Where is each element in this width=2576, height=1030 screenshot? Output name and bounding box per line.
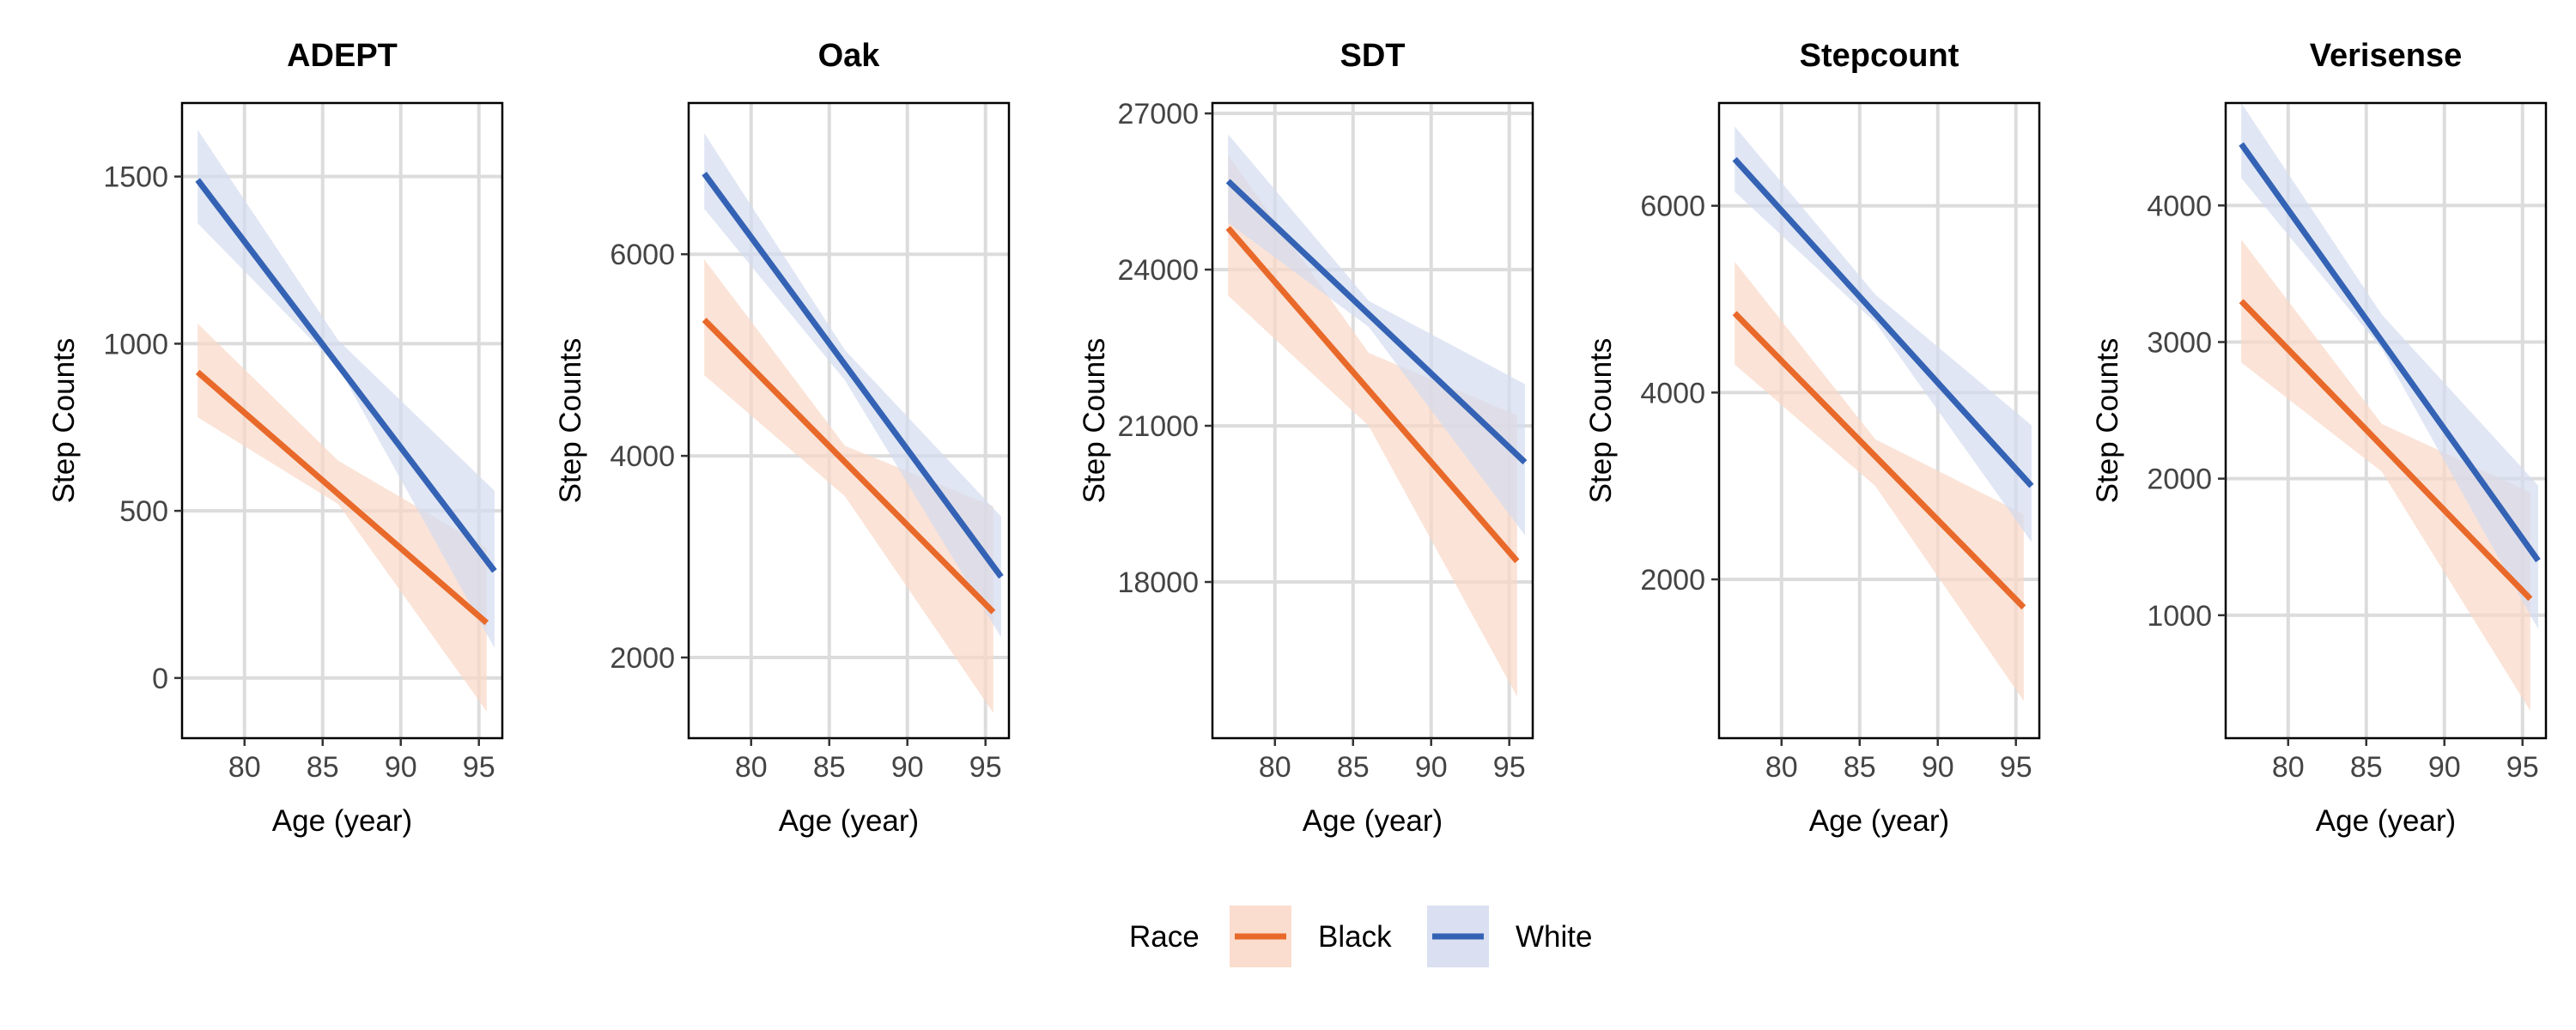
- x-axis-label: Age (year): [272, 804, 412, 838]
- panel-adept: ADEPT 80 85 90 95 0 500 1000 1500 Age (year) Step …: [47, 38, 504, 838]
- x-axis-label: Age (year): [2316, 804, 2456, 838]
- y-tick-label: 6000: [610, 239, 675, 271]
- y-tick-label: 4000: [1640, 377, 1705, 409]
- ci-band-white: [704, 133, 1001, 638]
- trend-line-black: [1732, 311, 2026, 610]
- y-tick-label: 1500: [103, 161, 168, 194]
- y-tick-label: 0: [152, 663, 168, 695]
- panel-frame: [687, 101, 1011, 740]
- x-tick-label: 85: [813, 751, 846, 784]
- y-axis-label: Step Counts: [1078, 338, 1111, 504]
- x-tick-label: 85: [2350, 751, 2383, 784]
- panel-title: Verisense: [2310, 38, 2462, 74]
- trend-line-white: [702, 172, 1004, 579]
- plot-area: [1225, 134, 1528, 697]
- panel-title: Oak: [818, 38, 881, 74]
- y-tick-label: 21000: [1117, 410, 1199, 443]
- trend-line-black: [702, 318, 996, 615]
- panel-frame: [1211, 101, 1534, 740]
- ci-band-black: [197, 324, 487, 712]
- trend-line-black: [2239, 299, 2533, 602]
- x-axis-label: Age (year): [779, 804, 919, 838]
- y-tick-label: 2000: [2147, 464, 2212, 496]
- y-tick-label: 1000: [103, 328, 168, 360]
- x-axis-label: Age (year): [1303, 804, 1443, 838]
- y-tick-label: 2000: [610, 642, 675, 675]
- y-tick-label: 1000: [2147, 600, 2212, 633]
- y-axis-label: Step Counts: [47, 338, 81, 504]
- x-tick-label: 90: [891, 751, 924, 784]
- trend-line-black: [195, 369, 489, 626]
- x-tick-label: 85: [1844, 751, 1876, 784]
- y-tick-label: 18000: [1117, 566, 1199, 599]
- panel-title: ADEPT: [287, 38, 398, 74]
- y-tick-label: 4000: [2147, 190, 2212, 222]
- plot-area: [195, 130, 497, 712]
- panel-sdt: SDT 80 85 90 95 18000 21000 24000 27000 Age (year…: [1078, 38, 1534, 838]
- y-axis-label: Step Counts: [2091, 338, 2124, 504]
- ci-band-white: [2241, 103, 2538, 629]
- plot-area: [702, 133, 1004, 713]
- ci-band-white: [197, 130, 495, 648]
- panel-frame: [180, 101, 504, 740]
- legend-label-black: Black: [1318, 920, 1392, 954]
- panel-title: Stepcount: [1800, 38, 1959, 74]
- legend-key-white: [1427, 906, 1489, 967]
- x-tick-label: 80: [735, 751, 768, 784]
- panel-title: SDT: [1340, 38, 1406, 74]
- x-tick-label: 80: [2272, 751, 2305, 784]
- x-tick-label: 80: [228, 751, 261, 784]
- ci-band-white: [1735, 126, 2032, 542]
- panel-verisense: Verisense 80 85 90 95 1000 2000 3000 4000 Age (ye…: [2091, 38, 2548, 838]
- ci-band-black: [1228, 154, 1517, 697]
- trend-line-white: [1225, 179, 1528, 465]
- x-tick-label: 80: [1765, 751, 1798, 784]
- trend-line-white: [2239, 142, 2541, 563]
- x-axis-label: Age (year): [1809, 804, 1949, 838]
- y-tick-label: 500: [119, 495, 168, 528]
- plot-area: [2239, 103, 2541, 712]
- legend-title: Race: [1129, 920, 1200, 954]
- x-tick-label: 85: [1337, 751, 1370, 784]
- y-tick-label: 27000: [1117, 98, 1199, 130]
- x-tick-label: 90: [2428, 751, 2461, 784]
- x-tick-label: 95: [2000, 751, 2032, 784]
- ci-band-black: [2241, 239, 2530, 712]
- y-tick-label: 2000: [1640, 564, 1705, 597]
- plot-area: [1732, 126, 2034, 701]
- panel-stepcount: Stepcount 80 85 90 95 2000 4000 6000 Age (year) S…: [1584, 38, 2041, 838]
- x-tick-label: 95: [2506, 751, 2539, 784]
- legend-key-black: [1230, 906, 1291, 967]
- y-tick-label: 4000: [610, 440, 675, 473]
- x-tick-label: 95: [463, 751, 495, 784]
- ci-band-white: [1228, 134, 1525, 536]
- y-tick-label: 24000: [1117, 254, 1199, 287]
- trend-line-white: [195, 178, 497, 573]
- x-tick-label: 80: [1259, 751, 1291, 784]
- ci-band-black: [1735, 262, 2024, 701]
- y-axis-label: Step Counts: [1584, 338, 1618, 504]
- x-tick-label: 90: [1415, 751, 1448, 784]
- x-tick-label: 90: [1922, 751, 1954, 784]
- x-tick-label: 95: [1493, 751, 1526, 784]
- x-tick-label: 90: [385, 751, 417, 784]
- x-tick-label: 95: [969, 751, 1002, 784]
- panel-oak: Oak 80 85 90 95 2000 4000 6000 Age (year) Step Co…: [554, 38, 1011, 838]
- y-tick-label: 6000: [1640, 191, 1705, 223]
- y-tick-label: 3000: [2147, 326, 2212, 359]
- panel-frame: [2224, 101, 2548, 740]
- legend-label-white: White: [1516, 920, 1592, 954]
- panel-frame: [1717, 101, 2041, 740]
- x-tick-label: 85: [307, 751, 339, 784]
- y-axis-label: Step Counts: [554, 338, 587, 504]
- ci-band-black: [704, 259, 993, 713]
- trend-line-black: [1225, 226, 1520, 564]
- trend-line-white: [1732, 156, 2034, 488]
- legend: Race Black White: [1129, 906, 1592, 967]
